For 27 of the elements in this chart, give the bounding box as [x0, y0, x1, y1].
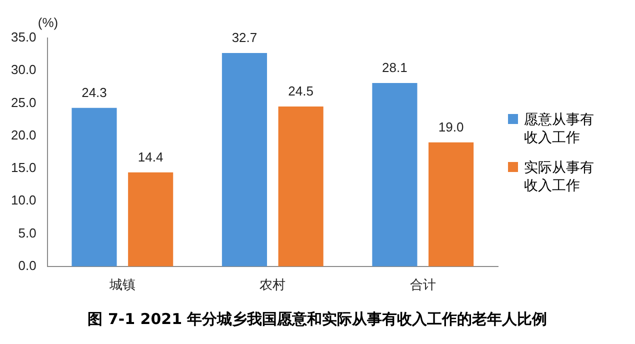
y-tick-label: 20.0 — [10, 127, 36, 142]
bar — [278, 106, 324, 266]
x-tick-label: 城镇 — [108, 276, 136, 292]
x-tick-label: 合计 — [410, 276, 436, 292]
y-axis-title: (%) — [38, 15, 58, 30]
bar — [372, 83, 418, 266]
legend-label: 实际从事有收入工作 — [524, 158, 595, 194]
data-label: 32.7 — [232, 30, 258, 46]
y-tick-label: 15.0 — [10, 160, 36, 176]
bar — [128, 172, 174, 266]
bar — [428, 142, 474, 266]
x-tick-label: 农村 — [260, 276, 286, 292]
y-tick-label: 5.0 — [18, 225, 36, 240]
y-tick-label: 10.0 — [10, 192, 36, 208]
legend-label: 愿意从事有收入工作 — [524, 110, 595, 146]
data-label: 28.1 — [382, 60, 408, 76]
y-tick-label: 25.0 — [10, 94, 36, 110]
bar — [72, 108, 117, 266]
data-label: 19.0 — [438, 119, 464, 134]
text: 图 7-1 2021 年分城乡我国愿意和实际从事有收入工作的老年人比例 — [86, 310, 548, 329]
data-label: 24.5 — [288, 84, 314, 99]
y-tick-label: 35.0 — [10, 30, 36, 45]
data-label: 14.4 — [138, 150, 164, 165]
y-tick-label: 0.0 — [18, 258, 36, 273]
data-label: 24.3 — [82, 84, 107, 100]
bar — [222, 53, 268, 266]
y-tick-label: 30.0 — [10, 62, 36, 78]
